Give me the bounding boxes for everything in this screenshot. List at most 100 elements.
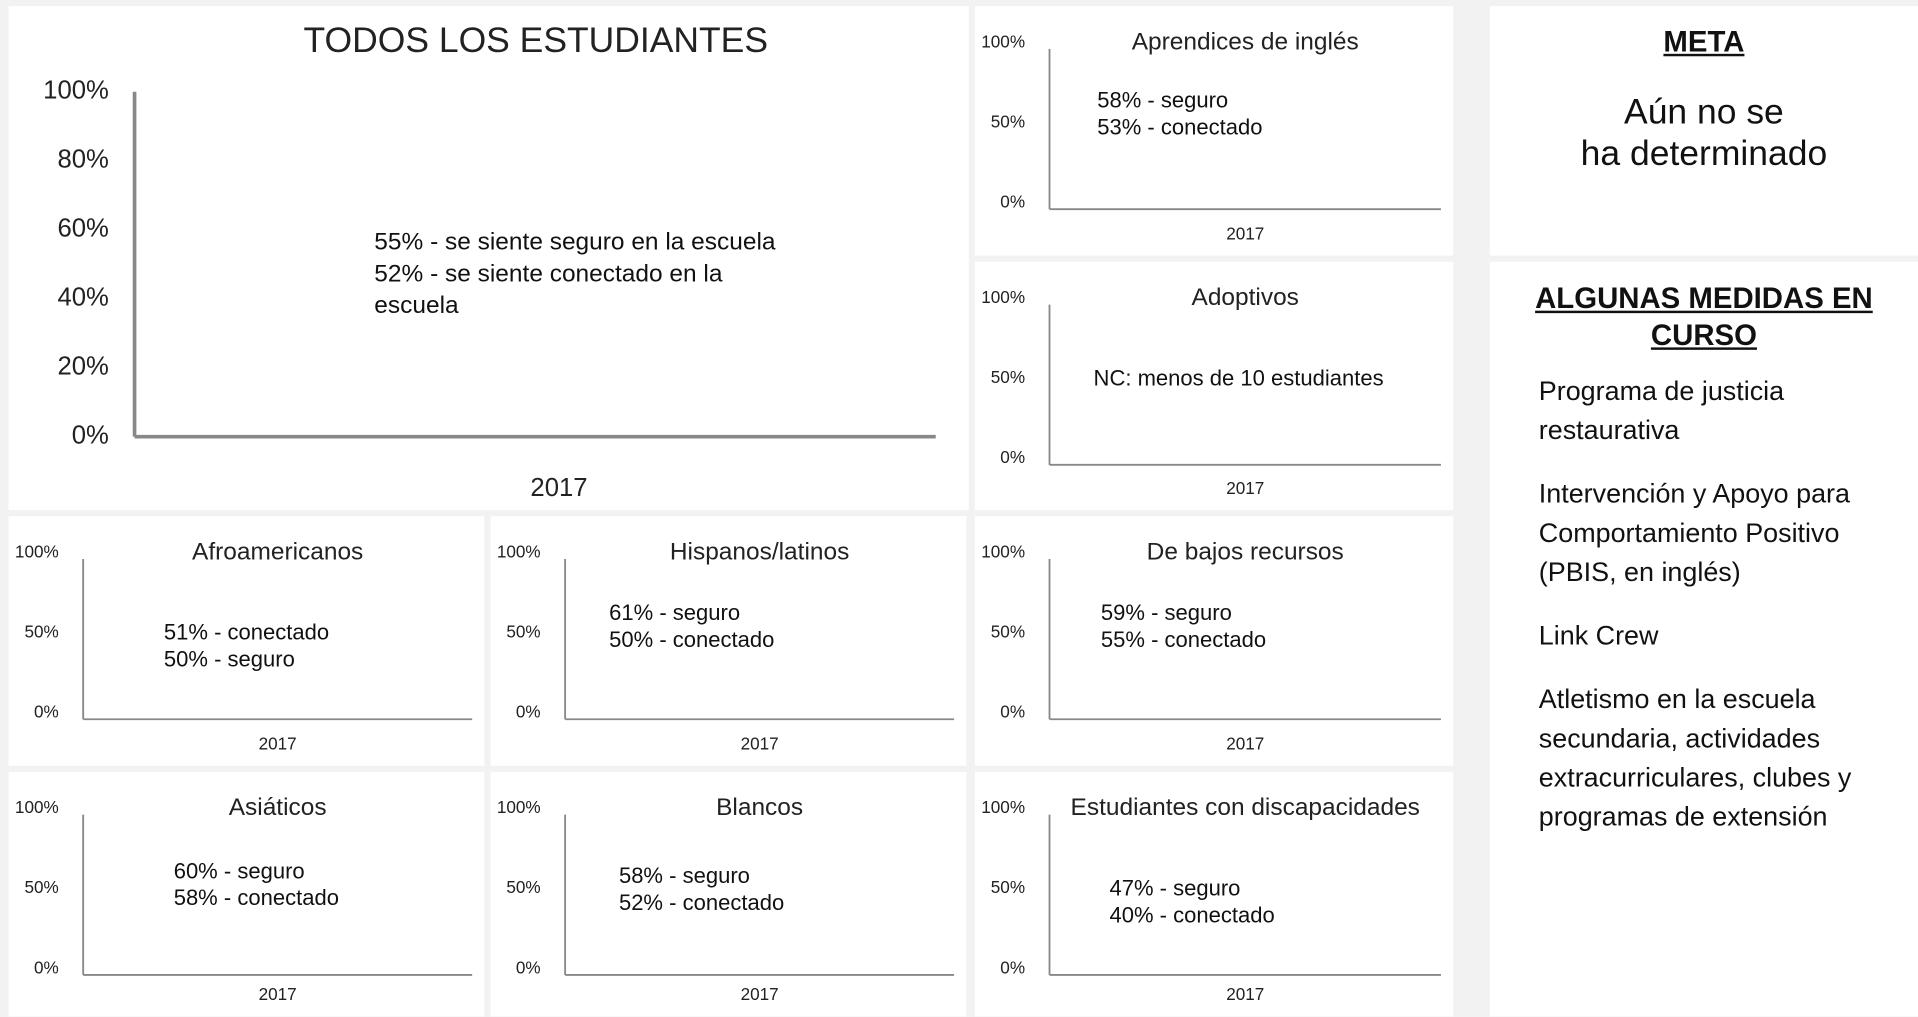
chart-title: Asiáticos bbox=[229, 794, 327, 821]
annotation-line: 60% - seguro bbox=[173, 858, 305, 884]
annotation: 51% - conectado 50% - seguro bbox=[164, 619, 329, 673]
annotation-line: 55% - se siente seguro en la escuela bbox=[374, 228, 776, 256]
y-tick-label: 0% bbox=[1000, 193, 1025, 212]
chart-panel: TODOS LOS ESTUDIANTES 0% 20% 40% 60% 80% 100% 2… bbox=[8, 6, 969, 511]
chart-title: Afroamericanos bbox=[192, 538, 363, 565]
chart-title: Estudiantes con discapacidades bbox=[1071, 794, 1420, 821]
y-tick-label: 0% bbox=[34, 958, 59, 977]
annotation-line: 51% - conectado bbox=[163, 620, 330, 645]
y-tick-label: 0% bbox=[1000, 448, 1025, 467]
measure-item: Atletismo en la escuela secundaria, acti… bbox=[1538, 683, 1852, 832]
chart-panel: Blancos 0% 50% 100% 2017 bbox=[490, 771, 967, 1017]
goal-panel: META Aún no se ha determinado bbox=[1489, 6, 1918, 256]
annotation: 55% - se siente seguro en la escuela 52% … bbox=[374, 226, 778, 321]
x-tick-label: 2017 bbox=[741, 734, 779, 753]
annotation-line: 50% - seguro bbox=[163, 647, 295, 672]
y-tick-label: 100% bbox=[497, 798, 541, 817]
y-tick-label: 100% bbox=[981, 32, 1025, 51]
y-tick-label: 0% bbox=[72, 421, 109, 449]
y-tick-label: 40% bbox=[57, 283, 108, 311]
y-tick-label: 60% bbox=[57, 215, 108, 243]
measures-panel: ALGUNAS MEDIDAS EN CURSO Programa de jus… bbox=[1489, 261, 1918, 1017]
goal-line: ha determinado bbox=[1580, 134, 1828, 174]
y-tick-label: 0% bbox=[516, 703, 541, 722]
chart-title: TODOS LOS ESTUDIANTES bbox=[304, 20, 768, 60]
annotation: 59% - seguro 55% - conectado bbox=[1101, 599, 1266, 653]
y-tick-label: 50% bbox=[991, 112, 1025, 131]
x-tick-label: 2017 bbox=[259, 985, 297, 1004]
annotation-line: 58% - conectado bbox=[173, 885, 339, 911]
chart-title: Hispanos/latinos bbox=[670, 538, 849, 565]
chart-panel: Afroamericanos 0% 50% 100% 2017 bbox=[8, 516, 485, 766]
y-tick-label: 100% bbox=[15, 542, 59, 561]
panel-background bbox=[8, 6, 969, 511]
y-tick-label: 50% bbox=[506, 623, 540, 642]
chart-panel: Aprendices de inglés 0% 50% 100% 2017 bbox=[974, 6, 1454, 256]
annotation: 47% - seguro 40% - conectado bbox=[1109, 875, 1274, 929]
y-tick-label: 0% bbox=[1000, 703, 1025, 722]
y-tick-label: 0% bbox=[1000, 958, 1025, 977]
annotation-line: 47% - seguro bbox=[1109, 875, 1241, 901]
annotation-line: 55% - conectado bbox=[1100, 627, 1267, 652]
annotation: 61% - seguro 50% - conectado bbox=[609, 599, 774, 653]
x-tick-label: 2017 bbox=[741, 985, 779, 1004]
annotation: NC: menos de 10 estudiantes bbox=[1094, 365, 1384, 392]
measure-item: Programa de justicia restaurativa bbox=[1538, 375, 1785, 446]
chart-panel: Adoptivos 0% 50% 100% 2017 bbox=[974, 261, 1454, 511]
goal-text: Aún no se ha determinado bbox=[1490, 92, 1918, 175]
panel-background bbox=[8, 516, 485, 766]
goal-title: META bbox=[1663, 25, 1745, 59]
annotation-line: 50% - conectado bbox=[609, 627, 775, 652]
annotation: 58% - seguro 52% - conectado bbox=[619, 862, 784, 916]
panel-background bbox=[490, 516, 967, 766]
annotation-line: 58% - seguro bbox=[618, 863, 750, 889]
y-tick-label: 50% bbox=[24, 878, 58, 897]
chart-title: Aprendices de inglés bbox=[1132, 28, 1359, 55]
annotation-line: 59% - seguro bbox=[1100, 600, 1232, 626]
chart-panel: De bajos recursos 0% 50% 100% 2017 bbox=[974, 516, 1454, 766]
chart-title: Adoptivos bbox=[1192, 284, 1299, 311]
y-tick-label: 100% bbox=[497, 542, 541, 561]
y-tick-label: 0% bbox=[34, 703, 59, 722]
y-tick-label: 100% bbox=[981, 798, 1025, 817]
y-tick-label: 100% bbox=[43, 77, 109, 105]
measures-list: Programa de justicia restaurativa Interve… bbox=[1490, 372, 1918, 837]
x-tick-label: 2017 bbox=[530, 474, 587, 502]
chart-panel: Hispanos/latinos 0% 50% 100% 2017 bbox=[490, 516, 967, 766]
y-tick-label: 50% bbox=[506, 878, 540, 897]
panel-background bbox=[974, 516, 1454, 766]
measures-title: ALGUNAS MEDIDAS EN CURSO bbox=[1535, 282, 1873, 353]
y-tick-label: 50% bbox=[991, 623, 1025, 642]
annotation: 60% - seguro 58% - conectado bbox=[174, 857, 339, 911]
panel-background bbox=[974, 261, 1454, 511]
y-tick-label: 50% bbox=[24, 623, 58, 642]
y-tick-label: 100% bbox=[15, 798, 59, 817]
y-tick-label: 100% bbox=[981, 288, 1025, 307]
annotation: 58% - seguro 53% - conectado bbox=[1097, 87, 1262, 141]
chart-panel: Asiáticos 0% 50% 100% 2017 bbox=[8, 771, 485, 1017]
x-tick-label: 2017 bbox=[259, 734, 297, 753]
goal-line: Aún no se bbox=[1624, 92, 1784, 133]
x-tick-label: 2017 bbox=[1226, 224, 1264, 243]
y-tick-label: 100% bbox=[981, 542, 1025, 561]
annotation-line: NC: menos de 10 estudiantes bbox=[1093, 365, 1384, 391]
y-tick-label: 50% bbox=[991, 368, 1025, 387]
annotation-line: 40% - conectado bbox=[1109, 902, 1275, 928]
annotation-line: 52% - se siente conectado en la escuela bbox=[374, 260, 723, 320]
chart-title: Blancos bbox=[716, 794, 803, 821]
x-tick-label: 2017 bbox=[1226, 985, 1264, 1004]
y-tick-label: 20% bbox=[57, 352, 108, 380]
annotation-line: 61% - seguro bbox=[609, 600, 741, 626]
measure-item: Link Crew bbox=[1538, 620, 1659, 651]
x-tick-label: 2017 bbox=[1226, 734, 1264, 753]
annotation-line: 52% - conectado bbox=[618, 890, 785, 915]
y-tick-label: 80% bbox=[57, 146, 108, 174]
annotation-line: 58% - seguro bbox=[1097, 88, 1229, 113]
y-tick-label: 0% bbox=[516, 958, 541, 977]
chart-panel: Estudiantes con discapacidades 0% 50% 100% 2… bbox=[974, 771, 1454, 1017]
measure-item: Intervención y Apoyo para Comportamiento… bbox=[1538, 478, 1850, 588]
x-tick-label: 2017 bbox=[1226, 479, 1264, 498]
